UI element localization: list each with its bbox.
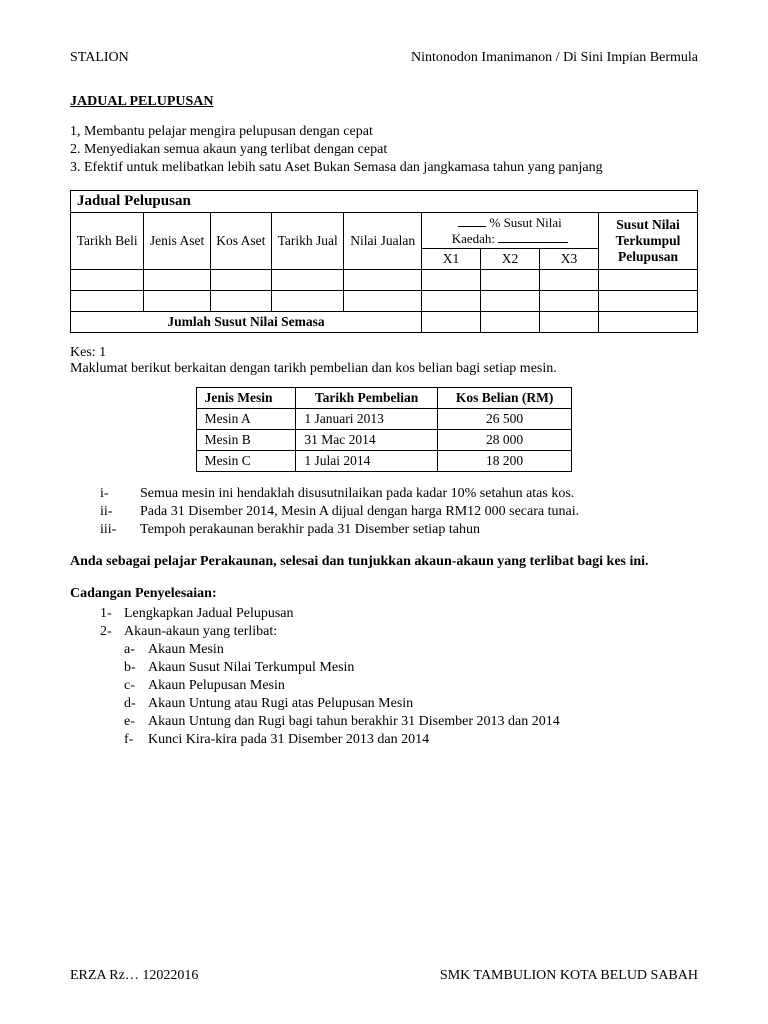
intro-item: 1, Membantu pelajar mengira pelupusan de… xyxy=(70,124,698,140)
page-title: JADUAL PELUPUSAN xyxy=(70,94,698,110)
mesin-table: Jenis Mesin Tarikh Pembelian Kos Belian … xyxy=(196,387,573,472)
col-susut-header: % Susut Nilai Kaedah: xyxy=(422,213,599,249)
col-tarikh-jual: Tarikh Jual xyxy=(271,213,344,270)
header-right: Nintonodon Imanimanon / Di Sini Impian B… xyxy=(411,50,698,66)
jumlah-label: Jumlah Susut Nilai Semasa xyxy=(71,312,422,333)
list-item: c- Akaun Pelupusan Mesin xyxy=(124,678,698,694)
page-footer: ERZA Rz… 12022016 SMK TAMBULION KOTA BEL… xyxy=(70,968,698,984)
list-item: a- Akaun Mesin xyxy=(124,642,698,658)
list-item: i- Semua mesin ini hendaklah disusutnila… xyxy=(100,486,698,502)
table-row xyxy=(71,291,698,312)
intro-list: 1, Membantu pelajar mengira pelupusan de… xyxy=(70,124,698,176)
table-row xyxy=(71,270,698,291)
col-tarikh-pembelian: Tarikh Pembelian xyxy=(296,388,437,409)
col-tarikh-beli: Tarikh Beli xyxy=(71,213,144,270)
roman-list: i- Semua mesin ini hendaklah disusutnila… xyxy=(100,486,698,538)
list-item: f- Kunci Kira-kira pada 31 Disember 2013… xyxy=(124,732,698,748)
kes-label: Kes: 1 xyxy=(70,345,698,361)
list-item: d- Akaun Untung atau Rugi atas Pelupusan… xyxy=(124,696,698,712)
col-kos-belian: Kos Belian (RM) xyxy=(437,388,572,409)
intro-item: 2. Menyediakan semua akaun yang terlibat… xyxy=(70,142,698,158)
page-header: STALION Nintonodon Imanimanon / Di Sini … xyxy=(70,50,698,66)
intro-item: 3. Efektif untuk melibatkan lebih satu A… xyxy=(70,160,698,176)
cadangan-list: 1- Lengkapkan Jadual Pelupusan 2- Akaun-… xyxy=(100,606,698,640)
col-nilai-jualan: Nilai Jualan xyxy=(344,213,422,270)
kaedah-label: Kaedah: xyxy=(452,231,495,246)
footer-right: SMK TAMBULION KOTA BELUD SABAH xyxy=(440,968,698,984)
cadangan-title: Cadangan Penyelesaian: xyxy=(70,586,698,602)
col-kos-aset: Kos Aset xyxy=(210,213,271,270)
footer-left: ERZA Rz… 12022016 xyxy=(70,968,198,984)
instruction-para: Anda sebagai pelajar Perakaunan, selesai… xyxy=(70,554,698,570)
list-item: iii- Tempoh perakaunan berakhir pada 31 … xyxy=(100,522,698,538)
list-item: ii- Pada 31 Disember 2014, Mesin A dijua… xyxy=(100,504,698,520)
col-jenis-mesin: Jenis Mesin xyxy=(196,388,296,409)
list-item: 1- Lengkapkan Jadual Pelupusan xyxy=(100,606,698,622)
list-item: e- Akaun Untung dan Rugi bagi tahun bera… xyxy=(124,714,698,730)
list-item: 2- Akaun-akaun yang terlibat: xyxy=(100,624,698,640)
table-row: Mesin A 1 Januari 2013 26 500 xyxy=(196,409,572,430)
table-total-row: Jumlah Susut Nilai Semasa xyxy=(71,312,698,333)
col-x3: X3 xyxy=(540,249,599,270)
table-row: Mesin C 1 Julai 2014 18 200 xyxy=(196,451,572,472)
table-title: Jadual Pelupusan xyxy=(71,191,698,213)
kes-block: Kes: 1 Maklumat berikut berkaitan dengan… xyxy=(70,345,698,377)
col-susut-terkumpul: Susut Nilai Terkumpul Pelupusan xyxy=(599,213,698,270)
header-left: STALION xyxy=(70,50,129,66)
pelupusan-table: Jadual Pelupusan Tarikh Beli Jenis Aset … xyxy=(70,190,698,333)
cadangan-sublist: a- Akaun Mesin b- Akaun Susut Nilai Terk… xyxy=(124,642,698,748)
col-jenis-aset: Jenis Aset xyxy=(144,213,211,270)
col-x2: X2 xyxy=(481,249,540,270)
table-row: Mesin B 31 Mac 2014 28 000 xyxy=(196,430,572,451)
kes-desc: Maklumat berikut berkaitan dengan tarikh… xyxy=(70,361,698,377)
list-item: b- Akaun Susut Nilai Terkumpul Mesin xyxy=(124,660,698,676)
susut-pct-label: % Susut Nilai xyxy=(490,215,562,230)
col-x1: X1 xyxy=(422,249,481,270)
